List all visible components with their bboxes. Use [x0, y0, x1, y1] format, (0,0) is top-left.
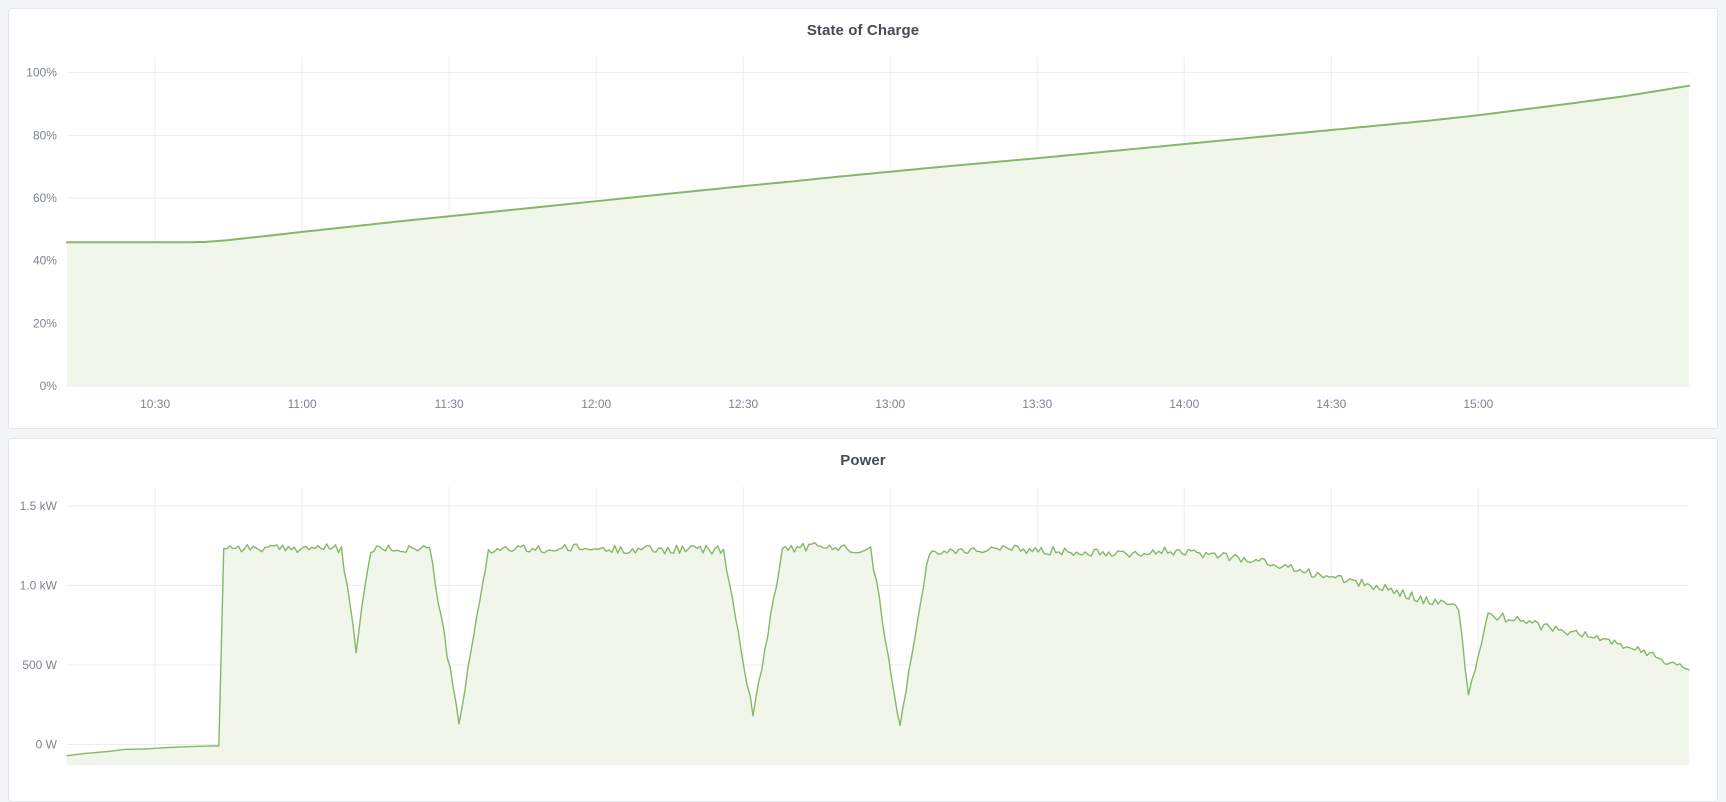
- y-axis-tick-label: 40%: [33, 254, 57, 268]
- y-axis-tick-label: 20%: [33, 316, 57, 330]
- x-axis-tick-label: 14:30: [1316, 397, 1346, 411]
- y-axis-tick-label: 1.0 kW: [20, 579, 58, 593]
- series-area-fill: [66, 542, 1690, 766]
- x-axis-tick-label: 15:00: [1463, 397, 1493, 411]
- chart-power[interactable]: 1.5 kW 1.0 kW 500 W 0 W: [9, 473, 1717, 801]
- y-axis-tick-label: 60%: [33, 191, 57, 205]
- x-axis-tick-label: 13:30: [1022, 397, 1052, 411]
- chart-state-of-charge[interactable]: 100% 80% 60% 40% 20% 0% 10:30 11:00 11:30 12:00 12…: [9, 43, 1717, 428]
- y-axis-tick-label: 0 W: [36, 738, 58, 752]
- x-axis-tick-label: 10:30: [140, 397, 170, 411]
- y-axis-tick-label: 0%: [40, 379, 58, 393]
- x-axis-tick-label: 14:00: [1169, 397, 1199, 411]
- y-axis-tick-label: 500 W: [22, 658, 57, 672]
- series-line: [65, 84, 1691, 244]
- x-axis-tick-label: 11:30: [435, 397, 464, 411]
- y-axis-tick-label: 1.5 kW: [20, 499, 58, 513]
- panel-title-power: Power: [840, 452, 886, 469]
- x-axis-tick-label: 13:00: [875, 397, 905, 411]
- series-line: [66, 541, 1690, 757]
- x-axis-tick-label: 12:00: [581, 397, 611, 411]
- panel-state-of-charge: State of Charge 100% 80% 60% 40% 20% 0% 10:30 1…: [8, 8, 1718, 429]
- y-axis-tick-label: 80%: [33, 128, 57, 142]
- panel-power: Power 1.5 kW 1.0 kW 500 W 0 W: [8, 438, 1718, 802]
- x-axis-tick-label: 11:00: [288, 397, 317, 411]
- panel-title-state-of-charge: State of Charge: [806, 22, 920, 39]
- series-area-fill: [66, 85, 1690, 387]
- y-axis-tick-label: 100%: [26, 66, 57, 80]
- x-axis-tick-label: 12:30: [728, 397, 758, 411]
